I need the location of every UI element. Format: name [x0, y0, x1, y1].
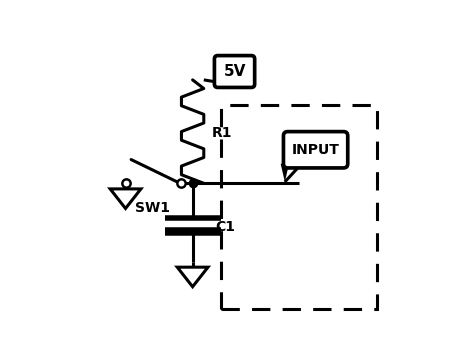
- Polygon shape: [281, 164, 289, 182]
- Bar: [220, 105, 377, 309]
- Text: R1: R1: [212, 126, 233, 140]
- FancyBboxPatch shape: [283, 132, 348, 168]
- Text: SW1: SW1: [135, 201, 170, 216]
- Text: 5V: 5V: [223, 64, 246, 79]
- FancyBboxPatch shape: [214, 56, 255, 87]
- Text: C1: C1: [215, 220, 235, 234]
- Text: INPUT: INPUT: [292, 143, 339, 157]
